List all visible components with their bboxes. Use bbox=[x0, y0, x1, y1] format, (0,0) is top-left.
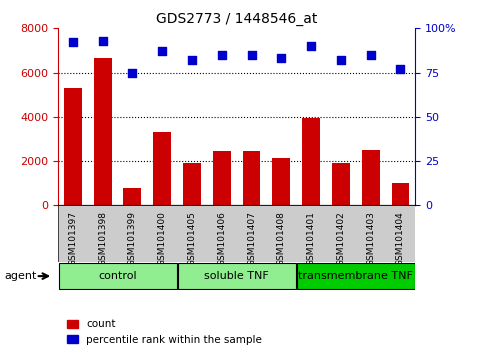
Text: transmembrane TNF: transmembrane TNF bbox=[298, 270, 413, 281]
Text: GSM101408: GSM101408 bbox=[277, 211, 286, 266]
FancyBboxPatch shape bbox=[58, 263, 176, 289]
Text: soluble TNF: soluble TNF bbox=[204, 270, 269, 281]
Text: control: control bbox=[98, 270, 137, 281]
Text: GSM101401: GSM101401 bbox=[307, 211, 315, 266]
Point bbox=[69, 40, 77, 45]
Point bbox=[218, 52, 226, 58]
Bar bbox=[64, 88, 82, 205]
Point bbox=[278, 56, 285, 61]
Point bbox=[99, 38, 107, 44]
Point bbox=[307, 43, 315, 49]
Bar bbox=[332, 163, 350, 205]
Text: agent: agent bbox=[5, 271, 37, 281]
Text: GSM101407: GSM101407 bbox=[247, 211, 256, 266]
Text: GSM101404: GSM101404 bbox=[396, 211, 405, 266]
Bar bbox=[272, 158, 290, 205]
Text: GSM101397: GSM101397 bbox=[69, 211, 77, 266]
Point bbox=[367, 52, 375, 58]
Point bbox=[337, 57, 345, 63]
Bar bbox=[213, 151, 231, 205]
Text: GSM101406: GSM101406 bbox=[217, 211, 226, 266]
Text: GSM101400: GSM101400 bbox=[158, 211, 167, 266]
Point bbox=[397, 66, 404, 72]
Point bbox=[128, 70, 136, 75]
Text: GSM101402: GSM101402 bbox=[337, 211, 345, 266]
Point bbox=[158, 48, 166, 54]
Bar bbox=[153, 132, 171, 205]
Bar bbox=[392, 183, 410, 205]
Text: GSM101398: GSM101398 bbox=[98, 211, 107, 266]
Text: GSM101405: GSM101405 bbox=[187, 211, 197, 266]
Bar bbox=[94, 58, 112, 205]
Legend: count, percentile rank within the sample: count, percentile rank within the sample bbox=[63, 315, 266, 349]
Bar bbox=[58, 205, 415, 262]
Title: GDS2773 / 1448546_at: GDS2773 / 1448546_at bbox=[156, 12, 317, 26]
Point bbox=[188, 57, 196, 63]
Bar bbox=[124, 188, 142, 205]
Bar bbox=[302, 118, 320, 205]
FancyBboxPatch shape bbox=[297, 263, 415, 289]
Text: GSM101403: GSM101403 bbox=[366, 211, 375, 266]
Bar bbox=[183, 163, 201, 205]
Point bbox=[248, 52, 256, 58]
Text: GSM101399: GSM101399 bbox=[128, 211, 137, 266]
FancyBboxPatch shape bbox=[178, 263, 296, 289]
Bar bbox=[242, 151, 260, 205]
Bar bbox=[362, 150, 380, 205]
